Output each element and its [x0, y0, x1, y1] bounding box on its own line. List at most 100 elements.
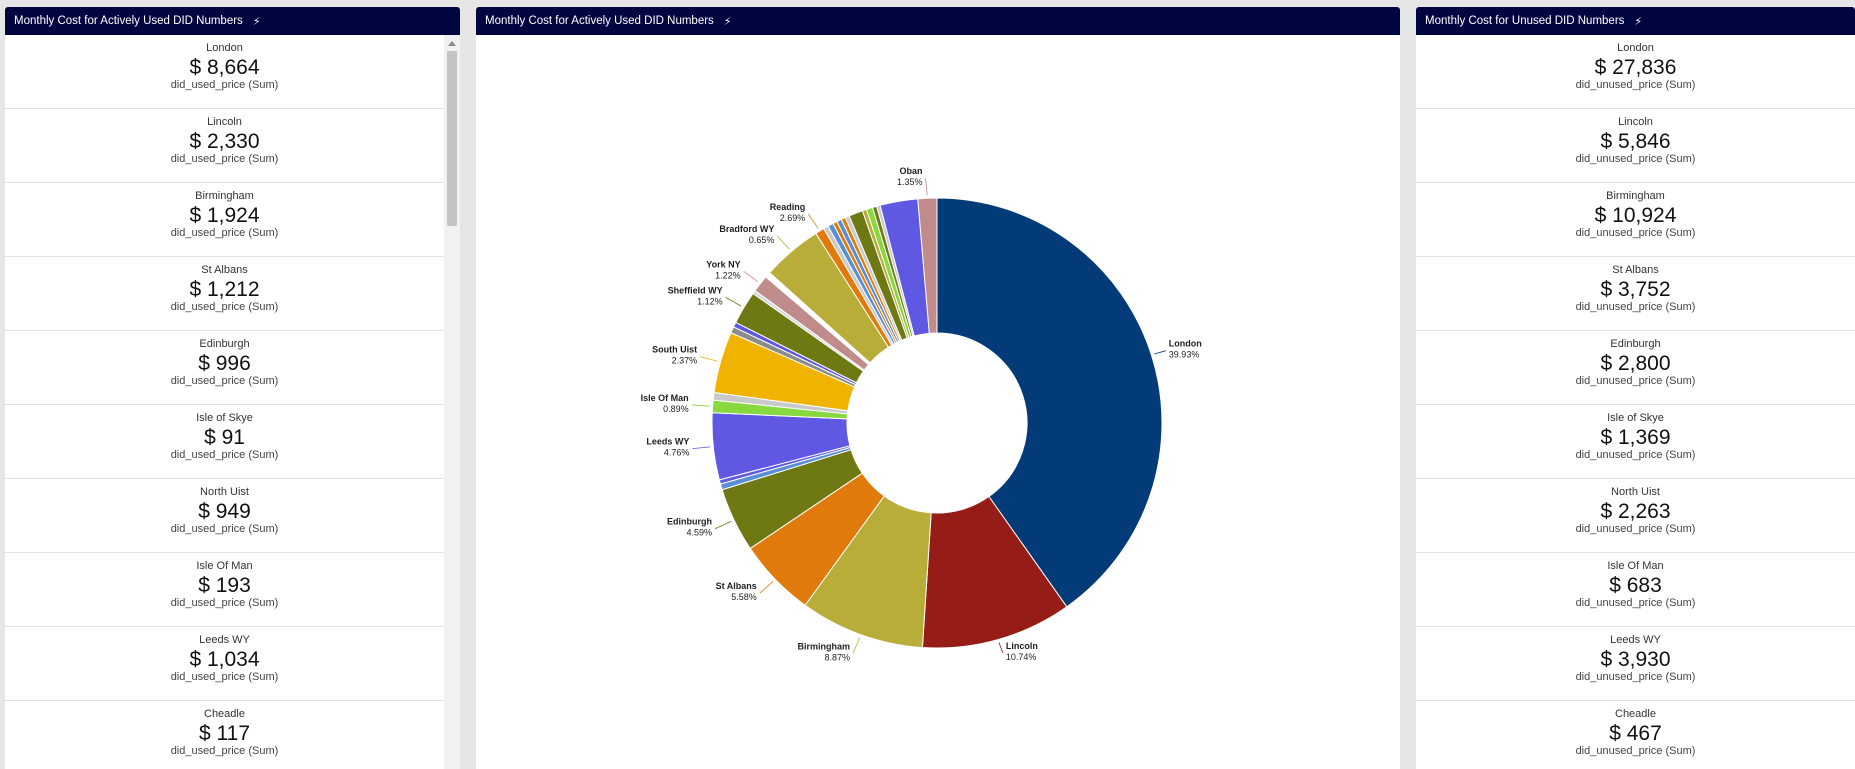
scorecard-metric: did_unused_price (Sum)	[1575, 153, 1696, 165]
slice-name-label: Oban	[900, 166, 923, 176]
slice-name-label: York NY	[706, 259, 740, 269]
label-leader-line	[777, 235, 790, 250]
scorecard: Lincoln $ 2,330 did_used_price (Sum)	[5, 109, 444, 183]
scorecard-amount: $ 1,924	[189, 204, 260, 227]
donut-slice-london[interactable]	[936, 197, 1163, 608]
label-leader-line	[700, 356, 718, 362]
scorecard-amount: $ 10,924	[1594, 204, 1677, 227]
scorecard-metric: did_used_price (Sum)	[170, 523, 279, 535]
scorecard-amount: $ 2,263	[1600, 500, 1671, 523]
right-panel: Monthly Cost for Unused DID Numbers ⚡︎ L…	[1416, 7, 1855, 769]
scorecard-city: Birmingham	[1606, 190, 1665, 202]
scorecard: Edinburgh $ 2,800 did_unused_price (Sum)	[1416, 331, 1855, 405]
scorecard-metric: did_unused_price (Sum)	[1575, 597, 1696, 609]
scorecard-metric: did_used_price (Sum)	[170, 745, 279, 757]
scorecard-amount: $ 949	[198, 500, 251, 523]
bolt-icon[interactable]: ⚡︎	[723, 15, 732, 28]
slice-name-label: Birmingham	[798, 642, 851, 652]
scorecard-amount: $ 91	[204, 426, 245, 449]
scrollbar-thumb[interactable]	[447, 51, 457, 226]
scorecard-amount: $ 27,836	[1594, 56, 1677, 79]
middle-panel-header: Monthly Cost for Actively Used DID Numbe…	[476, 7, 1400, 35]
scorecard-metric: did_used_price (Sum)	[170, 79, 279, 91]
left-scrollbar[interactable]	[444, 35, 460, 769]
scorecard-metric: did_used_price (Sum)	[170, 301, 279, 313]
label-leader-line	[725, 297, 742, 307]
scorecard-amount: $ 1,369	[1600, 426, 1671, 449]
scorecard-city: Lincoln	[207, 116, 242, 128]
scorecard: Edinburgh $ 996 did_used_price (Sum)	[5, 331, 444, 405]
scorecard-metric: did_unused_price (Sum)	[1575, 745, 1696, 757]
scorecard-city: North Uist	[200, 486, 249, 498]
scorecard: Birmingham $ 10,924 did_unused_price (Sum)	[1416, 183, 1855, 257]
slice-name-label: Sheffield WY	[668, 285, 723, 295]
label-leader-line	[714, 521, 732, 530]
slice-percent-label: 1.22%	[715, 270, 741, 280]
scorecard-metric: did_used_price (Sum)	[170, 449, 279, 461]
scorecard-metric: did_unused_price (Sum)	[1575, 79, 1696, 91]
slice-name-label: Reading	[770, 202, 806, 212]
slice-name-label: London	[1169, 339, 1202, 349]
right-panel-header: Monthly Cost for Unused DID Numbers ⚡︎	[1416, 7, 1855, 35]
scorecard: Birmingham $ 1,924 did_used_price (Sum)	[5, 183, 444, 257]
scorecard-city: Isle Of Man	[1607, 560, 1664, 572]
slice-name-label: Bradford WY	[719, 224, 774, 234]
slice-percent-label: 1.12%	[697, 296, 723, 306]
scorecard-metric: did_unused_price (Sum)	[1575, 227, 1696, 239]
label-leader-line	[759, 581, 774, 594]
slice-percent-label: 0.65%	[749, 235, 775, 245]
scorecard: North Uist $ 949 did_used_price (Sum)	[5, 479, 444, 553]
scorecard: Isle of Skye $ 1,369 did_unused_price (Sum…	[1416, 405, 1855, 479]
scorecard: Leeds WY $ 3,930 did_unused_price (Sum)	[1416, 627, 1855, 701]
left-scorecard-list[interactable]: London $ 8,664 did_used_price (Sum) Lincoln…	[5, 35, 444, 769]
slice-percent-label: 4.59%	[686, 528, 712, 538]
scorecard: St Albans $ 1,212 did_used_price (Sum)	[5, 257, 444, 331]
scorecard: St Albans $ 3,752 did_unused_price (Sum)	[1416, 257, 1855, 331]
scorecard-amount: $ 2,800	[1600, 352, 1671, 375]
scorecard-metric: did_used_price (Sum)	[170, 597, 279, 609]
scorecard-city: Leeds WY	[1610, 634, 1661, 646]
scorecard: Lincoln $ 5,846 did_unused_price (Sum)	[1416, 109, 1855, 183]
left-panel-header: Monthly Cost for Actively Used DID Numbe…	[5, 7, 460, 35]
scorecard-amount: $ 3,752	[1600, 278, 1671, 301]
label-leader-line	[743, 270, 759, 283]
donut-slice-lincoln[interactable]	[921, 495, 1068, 649]
scorecard: Cheadle $ 117 did_used_price (Sum)	[5, 701, 444, 769]
scorecard-metric: did_unused_price (Sum)	[1575, 449, 1696, 461]
middle-panel: Monthly Cost for Actively Used DID Numbe…	[476, 7, 1400, 769]
scorecard-city: Birmingham	[195, 190, 254, 202]
scroll-up-arrow-icon[interactable]	[448, 41, 456, 46]
scorecard-city: London	[206, 42, 243, 54]
scorecard: Isle Of Man $ 193 did_used_price (Sum)	[5, 553, 444, 627]
scorecard-amount: $ 2,330	[189, 130, 260, 153]
bolt-icon[interactable]: ⚡︎	[252, 15, 261, 28]
label-leader-line	[692, 446, 711, 450]
slice-name-label: St Albans	[716, 581, 757, 591]
left-panel-title: Monthly Cost for Actively Used DID Numbe…	[14, 15, 243, 27]
scorecard-amount: $ 683	[1609, 574, 1662, 597]
scorecard-amount: $ 1,034	[189, 648, 260, 671]
label-leader-line	[807, 213, 819, 229]
slice-percent-label: 2.37%	[672, 356, 698, 366]
scorecard-city: Isle of Skye	[196, 412, 253, 424]
label-leader-line	[925, 178, 928, 196]
slice-percent-label: 39.93%	[1169, 350, 1200, 360]
donut-slice-oban[interactable]	[917, 197, 938, 334]
scorecard-metric: did_unused_price (Sum)	[1575, 523, 1696, 535]
scorecard: London $ 8,664 did_used_price (Sum)	[5, 35, 444, 109]
scorecard-city: Leeds WY	[199, 634, 250, 646]
slice-name-label: Isle Of Man	[641, 393, 689, 403]
label-leader-line	[1154, 350, 1166, 355]
scorecard-metric: did_unused_price (Sum)	[1575, 301, 1696, 313]
scorecard-metric: did_used_price (Sum)	[170, 227, 279, 239]
scorecard-amount: $ 117	[199, 722, 250, 745]
scorecard: London $ 27,836 did_unused_price (Sum)	[1416, 35, 1855, 109]
label-leader-line	[852, 637, 861, 654]
right-panel-title: Monthly Cost for Unused DID Numbers	[1425, 15, 1625, 27]
label-leader-line	[998, 642, 1004, 654]
scorecard-amount: $ 996	[198, 352, 251, 375]
slice-percent-label: 4.76%	[664, 448, 690, 458]
scorecard-city: London	[1617, 42, 1654, 54]
bolt-icon[interactable]: ⚡︎	[1634, 15, 1643, 28]
